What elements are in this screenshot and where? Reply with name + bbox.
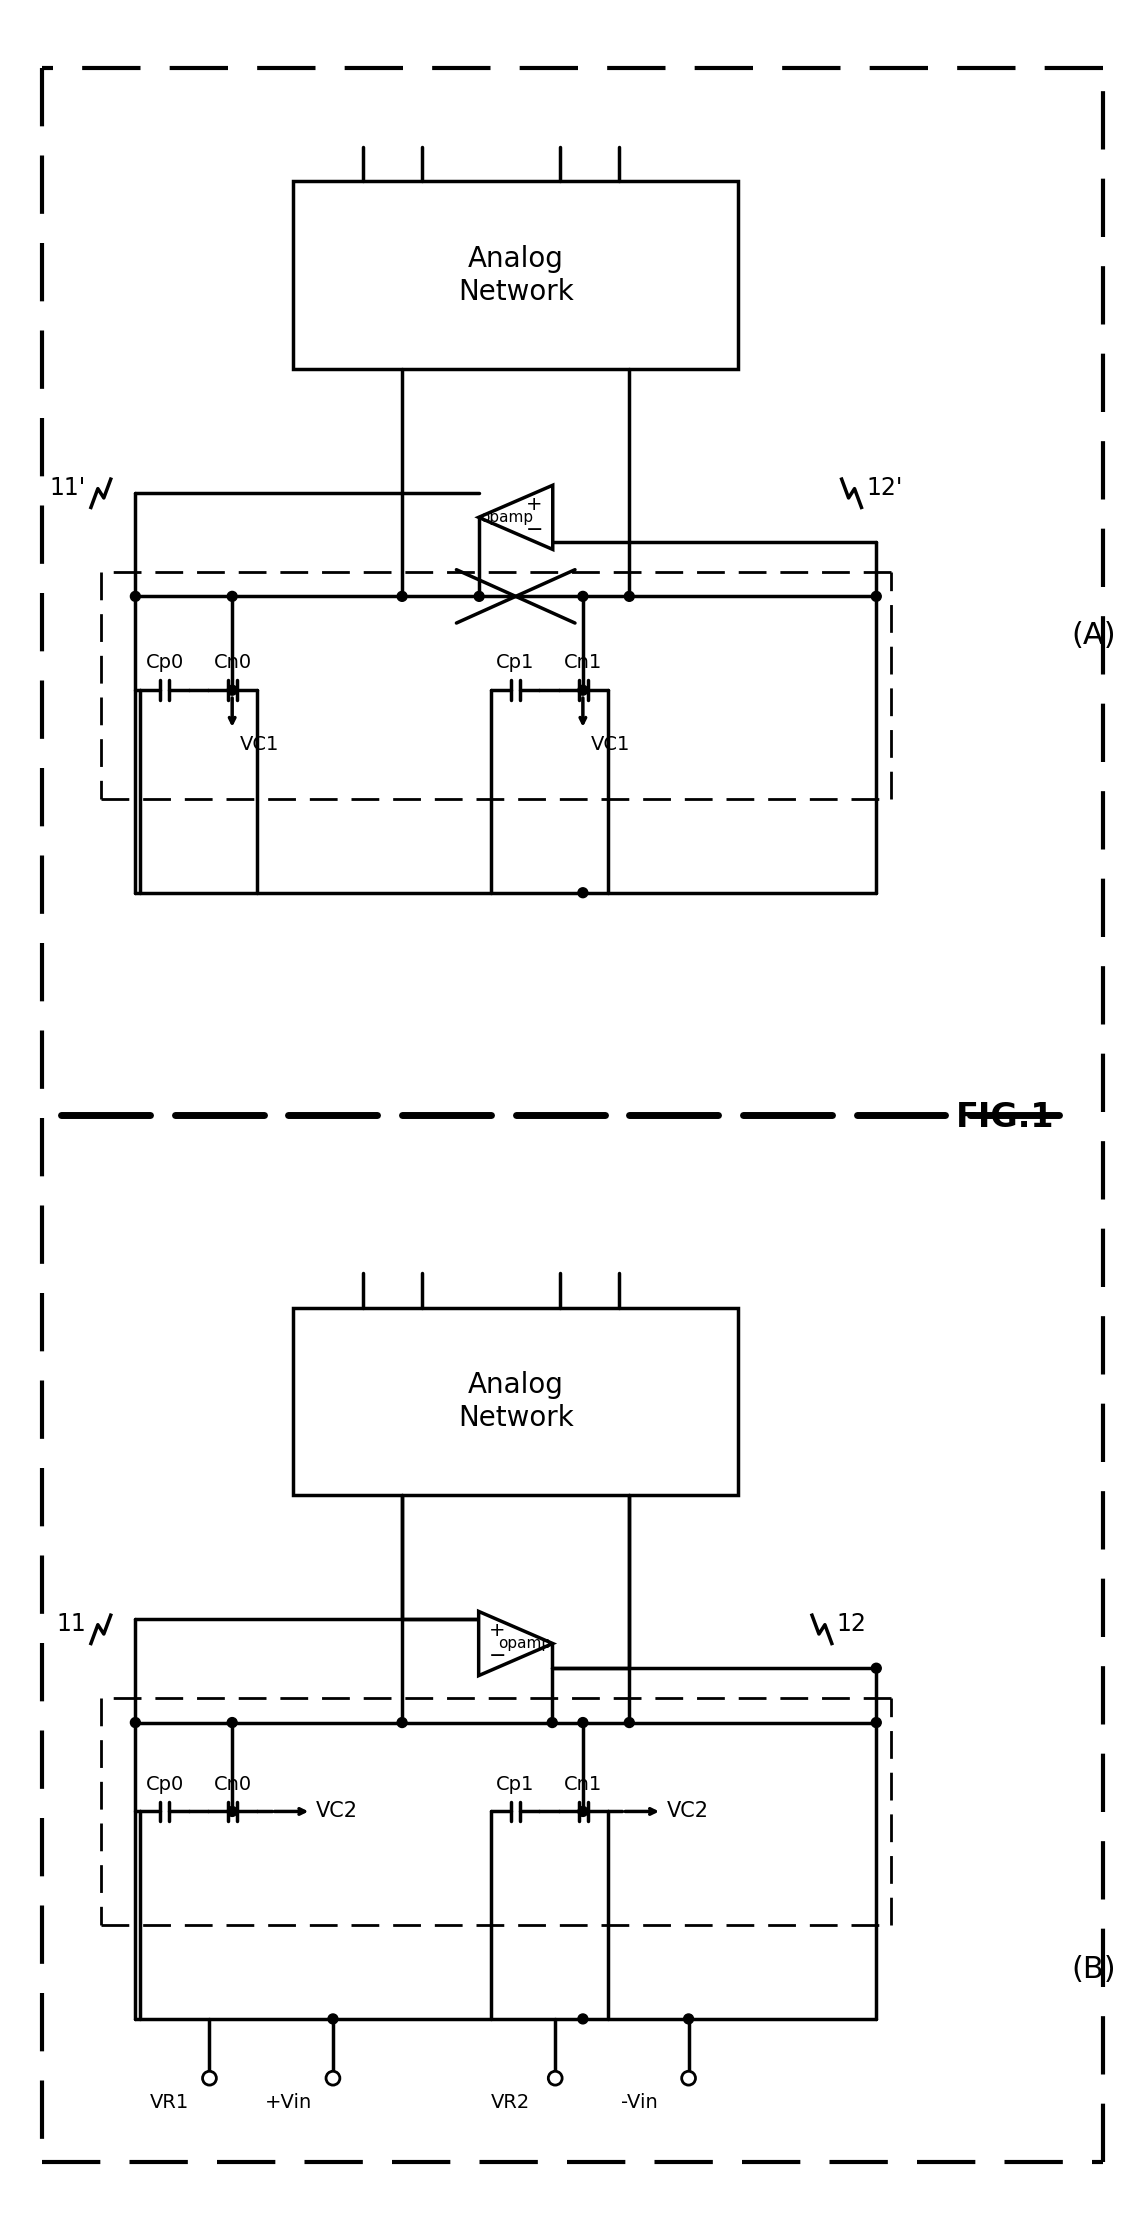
- Text: Cn1: Cn1: [564, 653, 603, 673]
- Circle shape: [474, 591, 484, 602]
- Circle shape: [548, 1717, 557, 1728]
- Circle shape: [684, 2014, 693, 2025]
- Text: Cn0: Cn0: [213, 1775, 252, 1793]
- Circle shape: [578, 1806, 588, 1817]
- Circle shape: [578, 888, 588, 899]
- Circle shape: [871, 1717, 881, 1728]
- Text: +Vin: +Vin: [265, 2094, 312, 2112]
- Circle shape: [682, 2072, 696, 2085]
- Text: 11: 11: [56, 1612, 86, 1637]
- Circle shape: [398, 1717, 407, 1728]
- Text: (B): (B): [1072, 1956, 1116, 1985]
- Text: +: +: [489, 1621, 505, 1641]
- Text: Cp0: Cp0: [146, 1775, 183, 1793]
- Bar: [293, 1307, 738, 1496]
- Text: Cn1: Cn1: [564, 1775, 603, 1793]
- Circle shape: [578, 685, 588, 696]
- Text: +: +: [526, 495, 542, 513]
- Text: opamp: opamp: [480, 511, 533, 524]
- Circle shape: [203, 2072, 217, 2085]
- Circle shape: [578, 2014, 588, 2025]
- Circle shape: [578, 591, 588, 602]
- Circle shape: [325, 2072, 340, 2085]
- Text: 12': 12': [866, 475, 903, 500]
- Circle shape: [578, 1717, 588, 1728]
- Text: Cp0: Cp0: [146, 653, 183, 673]
- Text: VR1: VR1: [150, 2094, 189, 2112]
- Text: Analog
Network: Analog Network: [458, 245, 574, 306]
- Circle shape: [871, 1664, 881, 1672]
- Circle shape: [227, 1806, 237, 1817]
- Circle shape: [398, 591, 407, 602]
- Circle shape: [328, 2014, 338, 2025]
- Circle shape: [227, 685, 237, 696]
- Text: VC2: VC2: [316, 1802, 359, 1822]
- Circle shape: [131, 1717, 140, 1728]
- Bar: [293, 181, 738, 370]
- Text: -Vin: -Vin: [621, 2094, 658, 2112]
- Polygon shape: [479, 486, 552, 549]
- Circle shape: [227, 1717, 237, 1728]
- Text: VC1: VC1: [240, 734, 280, 754]
- Circle shape: [625, 1717, 634, 1728]
- Text: Cn0: Cn0: [213, 653, 252, 673]
- Text: VC1: VC1: [591, 734, 630, 754]
- Text: Cp1: Cp1: [496, 653, 534, 673]
- Polygon shape: [479, 1612, 552, 1675]
- Text: opamp: opamp: [499, 1637, 551, 1650]
- Text: FIG.1: FIG.1: [956, 1102, 1054, 1135]
- Circle shape: [625, 591, 634, 602]
- Text: VR2: VR2: [492, 2094, 531, 2112]
- Text: 12: 12: [837, 1612, 866, 1637]
- Text: (A): (A): [1072, 622, 1116, 651]
- Text: 11': 11': [49, 475, 86, 500]
- Circle shape: [131, 591, 140, 602]
- Text: VC2: VC2: [667, 1802, 709, 1822]
- Circle shape: [548, 2072, 563, 2085]
- Text: −: −: [526, 520, 543, 540]
- Text: Analog
Network: Analog Network: [458, 1371, 574, 1432]
- Text: Cp1: Cp1: [496, 1775, 534, 1793]
- Circle shape: [871, 591, 881, 602]
- Circle shape: [227, 591, 237, 602]
- Text: −: −: [488, 1646, 505, 1666]
